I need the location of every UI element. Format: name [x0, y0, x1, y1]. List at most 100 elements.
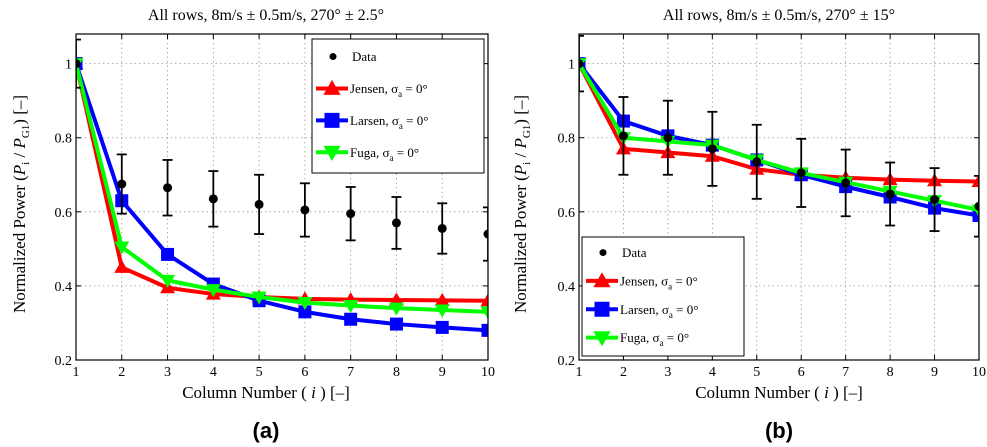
legend-label: Larsen, σa = 0° — [350, 113, 428, 131]
series-line — [76, 63, 488, 314]
series-group — [76, 38, 488, 337]
legend-marker-data — [599, 249, 607, 257]
data-point — [579, 59, 584, 69]
data-point — [483, 229, 488, 239]
data-point — [663, 133, 673, 143]
axes-box — [75, 33, 489, 361]
data-point — [930, 195, 940, 205]
panel-a: All rows, 8m/s ± 0.5m/s, 270° ± 2.5° Col… — [10, 7, 495, 443]
x-tick-label: 1 — [576, 365, 583, 380]
series-marker — [480, 293, 488, 307]
x-tick-label: 9 — [439, 365, 446, 380]
series-marker — [972, 209, 979, 223]
x-tick-label: 3 — [164, 365, 171, 380]
y-tick-label: 0.8 — [558, 132, 576, 147]
legend-label: Larsen, σa = 0° — [620, 302, 698, 320]
series-marker — [114, 241, 130, 255]
data-point — [974, 201, 979, 211]
panel-label: (a) — [253, 418, 280, 443]
y-tick-label: 1 — [65, 58, 72, 73]
panel-label: (b) — [765, 418, 793, 443]
x-tick-label: 8 — [393, 365, 400, 380]
panel-b: All rows, 8m/s ± 0.5m/s, 270° ± 15° Colu… — [511, 7, 986, 443]
y-tick-label: 0.6 — [558, 206, 576, 221]
data-point — [885, 189, 895, 199]
series-marker — [343, 300, 359, 314]
x-tick-label: 5 — [753, 365, 760, 380]
series-marker — [388, 302, 404, 316]
legend-marker-data — [329, 53, 337, 61]
series-marker — [434, 292, 450, 306]
x-tick-label: 10 — [972, 365, 986, 380]
y-tick-label: 0.2 — [55, 354, 73, 369]
data-point — [618, 131, 628, 141]
x-tick-label: 2 — [620, 365, 627, 380]
series-marker — [160, 274, 176, 288]
series-marker — [389, 317, 403, 331]
legend-marker — [324, 112, 340, 128]
data-point — [346, 209, 356, 219]
y-tick-label: 0.4 — [558, 280, 576, 295]
x-tick-label: 4 — [709, 365, 716, 380]
x-tick-label: 10 — [481, 365, 495, 380]
series-line — [579, 62, 979, 212]
x-label-symbol: i — [824, 383, 829, 402]
data-point — [300, 205, 310, 215]
x-tick-label: 6 — [798, 365, 805, 380]
data-point — [163, 183, 173, 193]
x-tick-label: 4 — [210, 365, 217, 380]
chart-title: All rows, 8m/s ± 0.5m/s, 270° ± 2.5° — [148, 7, 384, 24]
y-tick-label: 0.8 — [55, 132, 73, 147]
legend-label: Fuga, σa = 0° — [620, 330, 689, 348]
axes-box — [578, 33, 980, 361]
x-tick-label: 6 — [301, 365, 308, 380]
y-axis-label: Normalized Power (Pi / PG1) [–] — [10, 95, 32, 313]
series-marker — [114, 259, 130, 273]
series-group — [579, 34, 979, 238]
x-tick-label: 8 — [887, 365, 894, 380]
series-marker — [435, 320, 449, 334]
series-marker — [434, 304, 450, 318]
legend-label: Data — [622, 245, 647, 260]
x-tick-label: 3 — [664, 365, 671, 380]
y-tick-label: 0.4 — [55, 280, 73, 295]
data-point — [391, 218, 401, 228]
series-marker — [251, 291, 267, 305]
data-point — [437, 223, 447, 233]
x-label-text: Column Number ( — [182, 383, 311, 402]
legend-label: Data — [352, 49, 377, 64]
y-tick-label: 1 — [568, 58, 575, 73]
x-axis-label: Column Number ( i ) [–] — [695, 383, 863, 402]
legend-marker — [593, 331, 611, 347]
legend-marker — [323, 145, 341, 161]
series-marker — [971, 173, 979, 187]
x-label-unit: ) [–] — [829, 383, 863, 402]
series-marker — [297, 297, 313, 311]
x-tick-label: 1 — [73, 365, 80, 380]
x-tick-label: 7 — [347, 365, 354, 380]
series-line — [76, 63, 488, 333]
series-marker — [388, 292, 404, 306]
x-label-unit: ) [–] — [316, 383, 350, 402]
data-point — [752, 157, 762, 167]
legend-label: Jensen, σa = 0° — [350, 81, 428, 99]
chart-title: All rows, 8m/s ± 0.5m/s, 270° ± 15° — [663, 7, 895, 24]
legend-label: Fuga, σa = 0° — [350, 145, 419, 163]
series-line — [579, 62, 979, 184]
series-marker — [205, 284, 221, 298]
data-point — [707, 144, 717, 154]
y-tick-label: 0.6 — [55, 206, 73, 221]
legend-label: Jensen, σa = 0° — [620, 273, 698, 291]
data-point — [254, 199, 264, 209]
series-marker — [298, 305, 312, 319]
legend-marker — [594, 301, 610, 317]
x-tick-label: 9 — [931, 365, 938, 380]
x-axis-label: Column Number ( i ) [–] — [182, 383, 350, 402]
series-marker — [481, 323, 488, 337]
x-tick-label: 7 — [842, 365, 849, 380]
data-point — [796, 168, 806, 178]
y-tick-label: 0.2 — [558, 354, 576, 369]
x-tick-label: 5 — [256, 365, 263, 380]
x-label-symbol: i — [311, 383, 316, 402]
